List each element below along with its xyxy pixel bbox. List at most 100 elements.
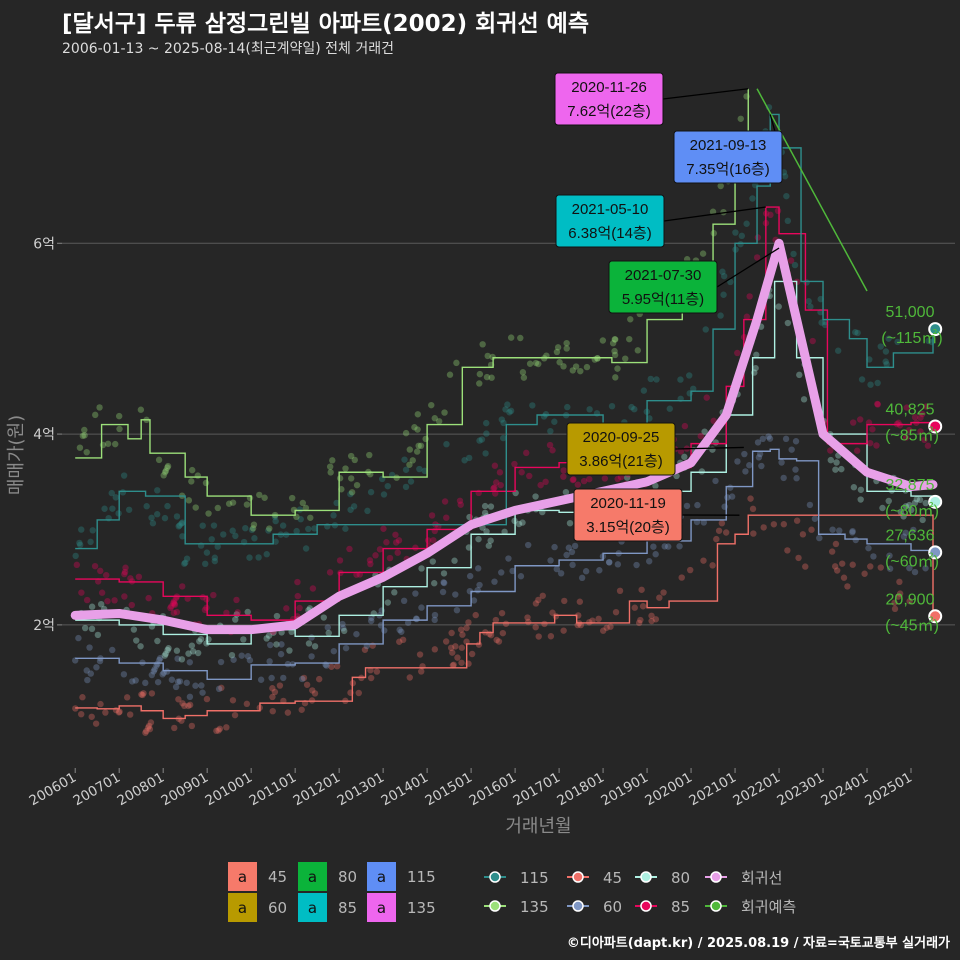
trade-dot [76, 541, 84, 549]
trade-dot [244, 608, 251, 616]
trade-dot [398, 628, 405, 635]
trade-dot [734, 349, 741, 357]
trade-dot [483, 528, 490, 535]
trade-dot [329, 457, 336, 464]
trade-dot [483, 430, 490, 437]
trade-dot [296, 506, 304, 513]
trade-dot [266, 525, 273, 532]
trade-dot [580, 477, 588, 485]
trade-dot [894, 338, 901, 346]
trade-dot [677, 376, 684, 383]
trade-dot [574, 481, 582, 488]
x-tick-label: 202001 [642, 770, 695, 810]
trade-dot [849, 561, 856, 568]
trade-dot [366, 451, 373, 459]
trade-dot [182, 559, 189, 566]
x-tick-label: 200901 [159, 770, 212, 810]
legend-label: 80 [338, 868, 357, 886]
trade-dot [326, 569, 334, 576]
trade-dot [203, 549, 211, 556]
trade-dot [566, 519, 574, 527]
series-line-60 [75, 448, 934, 680]
trade-dot [633, 561, 640, 569]
trade-dot [738, 232, 746, 240]
trade-dot [463, 624, 470, 632]
trade-dot [732, 229, 739, 236]
trade-dot [367, 560, 374, 568]
trade-dot [414, 426, 421, 433]
trade-dot [854, 329, 861, 337]
trade-dot [782, 435, 790, 443]
trade-dot [532, 623, 539, 631]
trade-dot [96, 404, 103, 411]
trade-dot [323, 662, 330, 669]
x-tick-label: 202201 [730, 770, 783, 810]
series-line-85 [75, 206, 934, 621]
trade-dot [179, 700, 186, 707]
trade-dot [882, 358, 889, 365]
trade-dot [754, 439, 762, 446]
trade-dot [348, 475, 355, 482]
trade-dot [294, 578, 301, 586]
trade-dot [456, 497, 464, 504]
trade-dot [800, 396, 808, 403]
trade-dot [753, 254, 761, 261]
trade-dot [179, 533, 186, 540]
trade-dot [429, 558, 436, 565]
trade-dot [353, 481, 361, 489]
trade-dot [83, 596, 91, 604]
trade-dot [179, 583, 186, 590]
series-line-forecast [756, 88, 868, 292]
series-line-45 [75, 514, 934, 720]
trade-dot [520, 374, 528, 381]
legend-label: 80 [671, 869, 690, 887]
trade-dot [485, 542, 493, 549]
trade-dot [240, 636, 247, 643]
annotation-leader [716, 247, 780, 288]
trade-dot [551, 418, 558, 425]
trade-dot [902, 503, 910, 510]
trade-dot [535, 596, 542, 604]
legend-label: 60 [268, 899, 287, 917]
trade-dot [606, 559, 613, 566]
trade-dot [164, 502, 171, 510]
end-marker [928, 545, 943, 560]
trade-dot [565, 544, 573, 551]
trade-dot [431, 580, 438, 587]
trade-dot [491, 578, 498, 585]
trade-dot [507, 334, 515, 341]
trade-dot [78, 526, 85, 533]
trade-dot [557, 570, 565, 577]
trade-dot [833, 459, 840, 466]
trade-dot [715, 527, 723, 534]
trade-dot [709, 446, 716, 453]
trade-dot [497, 481, 504, 489]
end-area-label: (~45㎡) [885, 616, 939, 634]
trade-dot [188, 642, 196, 649]
trade-dot [156, 656, 163, 664]
trade-dot [517, 573, 525, 580]
trade-dot [807, 303, 814, 310]
trade-dot [498, 609, 506, 617]
trade-dot [637, 616, 644, 624]
source-caption: ©디아파트(dapt.kr) / 2025.08.19 / 자료=국토교통부 실… [566, 936, 950, 951]
annotation-leader [662, 88, 749, 100]
trade-dot [790, 250, 797, 258]
trade-dot [380, 491, 388, 498]
trade-dot [476, 437, 483, 444]
trade-dot [519, 519, 526, 526]
trade-dot [149, 520, 157, 527]
trade-dot [121, 568, 129, 576]
trade-dot [246, 554, 253, 561]
trade-dot [330, 647, 338, 655]
trade-dot [320, 614, 327, 621]
trade-dot [792, 466, 799, 473]
trade-dot [342, 465, 349, 472]
trade-dot [784, 547, 791, 554]
trade-dot [255, 554, 262, 561]
trade-dot [712, 477, 719, 485]
trade-dot [194, 472, 202, 479]
trade-dot [535, 360, 542, 368]
trade-dot [430, 537, 437, 544]
legend-key-letter: a [238, 899, 247, 917]
